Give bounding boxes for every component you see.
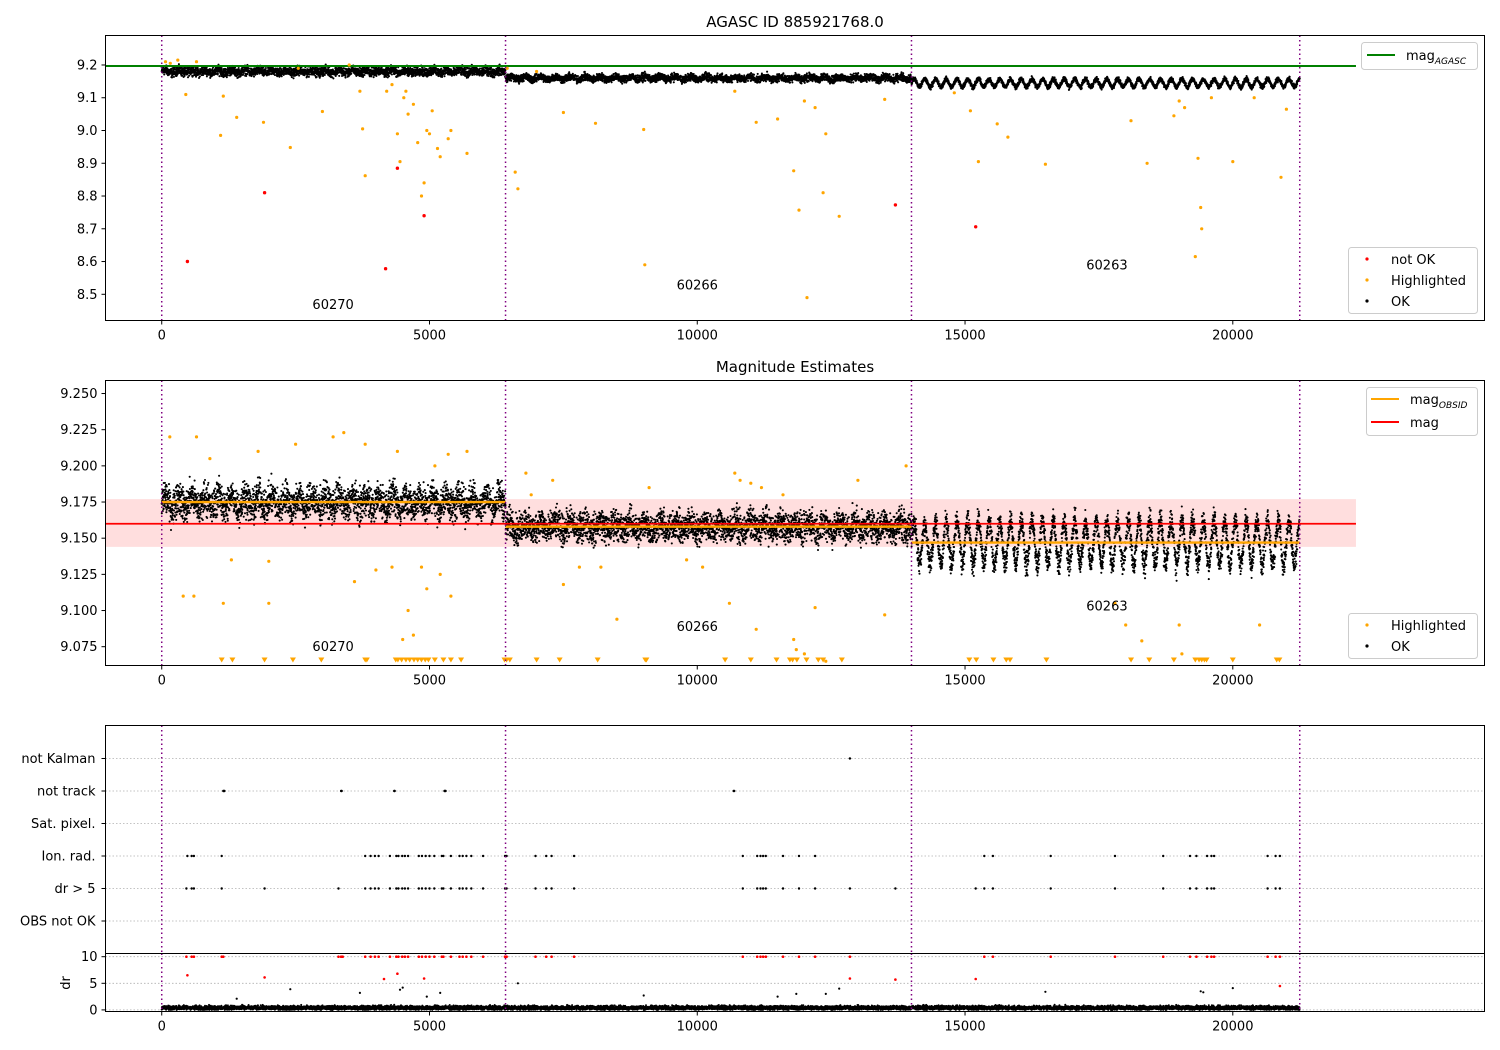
ok-point (166, 67, 169, 70)
ok-point (493, 76, 496, 79)
ok-point (563, 81, 566, 84)
ok-point (478, 67, 482, 70)
ok-point (670, 72, 673, 75)
ok-point (196, 67, 199, 70)
ok-point (655, 80, 658, 84)
ok-point (246, 73, 249, 76)
ok-point (731, 81, 734, 84)
ok-point (437, 75, 440, 78)
ok-point (292, 77, 295, 80)
ok-point (500, 73, 503, 77)
ok-point (264, 68, 267, 72)
ok-point (205, 75, 208, 78)
ok-point (220, 68, 223, 71)
ok-point (211, 67, 214, 70)
ok-point (672, 81, 675, 84)
ok-point (518, 82, 521, 85)
ok-point (170, 76, 174, 79)
ok-point (610, 81, 613, 84)
ok-point (202, 73, 205, 77)
ok-point (218, 75, 221, 78)
ok-point (746, 79, 750, 82)
ok-point (188, 74, 191, 77)
ok-point (715, 81, 718, 84)
ok-point (372, 76, 375, 79)
ok-point (225, 76, 228, 79)
ok-point (568, 71, 571, 74)
ok-point (583, 70, 586, 73)
ok-point (192, 74, 195, 77)
ok-point (510, 79, 513, 82)
ok-point (344, 74, 347, 77)
ok-point (648, 74, 651, 77)
ok-point (183, 74, 186, 77)
ok-point (677, 73, 680, 76)
ok-point (252, 75, 256, 78)
ok-point (721, 72, 724, 75)
ok-point (643, 70, 646, 73)
ok-point (692, 72, 695, 76)
ok-point (455, 73, 458, 76)
ok-point (506, 80, 509, 83)
ok-point (390, 73, 393, 76)
agasc-panel-title: AGASC ID 885921768.0 (706, 13, 884, 31)
ok-point (241, 73, 245, 76)
ok-point (716, 72, 719, 75)
ok-point (172, 75, 175, 78)
ok-point (186, 76, 190, 79)
ok-point (623, 81, 626, 84)
ok-point (280, 75, 283, 78)
ok-point (744, 80, 747, 83)
ok-point (621, 82, 624, 85)
ok-point (264, 66, 267, 70)
ok-point (535, 80, 538, 83)
ok-point (363, 73, 366, 77)
ok-point (344, 76, 347, 79)
ok-point (601, 80, 604, 83)
ok-point (471, 73, 474, 77)
ok-point (198, 75, 201, 78)
ok-point (216, 72, 219, 75)
ok-point (522, 80, 525, 83)
ok-point (177, 63, 180, 66)
ok-point (600, 71, 604, 75)
ok-point (245, 74, 248, 78)
ok-point (315, 75, 318, 79)
ok-point (443, 75, 446, 78)
ok-point (689, 79, 692, 82)
ok-point (332, 77, 335, 80)
ok-point (576, 74, 579, 78)
ok-point (350, 72, 353, 75)
ok-point (387, 75, 391, 78)
ok-point (319, 75, 322, 78)
ok-point (644, 79, 647, 82)
ok-point (743, 74, 746, 77)
ok-point (307, 75, 310, 78)
ok-point (617, 73, 620, 76)
ok-point (181, 74, 184, 77)
ok-point (163, 73, 166, 76)
ok-point (375, 74, 378, 78)
ok-point (323, 73, 326, 77)
ok-point (440, 67, 443, 70)
ok-point (298, 74, 301, 77)
ok-point (412, 74, 415, 77)
ok-point (338, 74, 341, 77)
